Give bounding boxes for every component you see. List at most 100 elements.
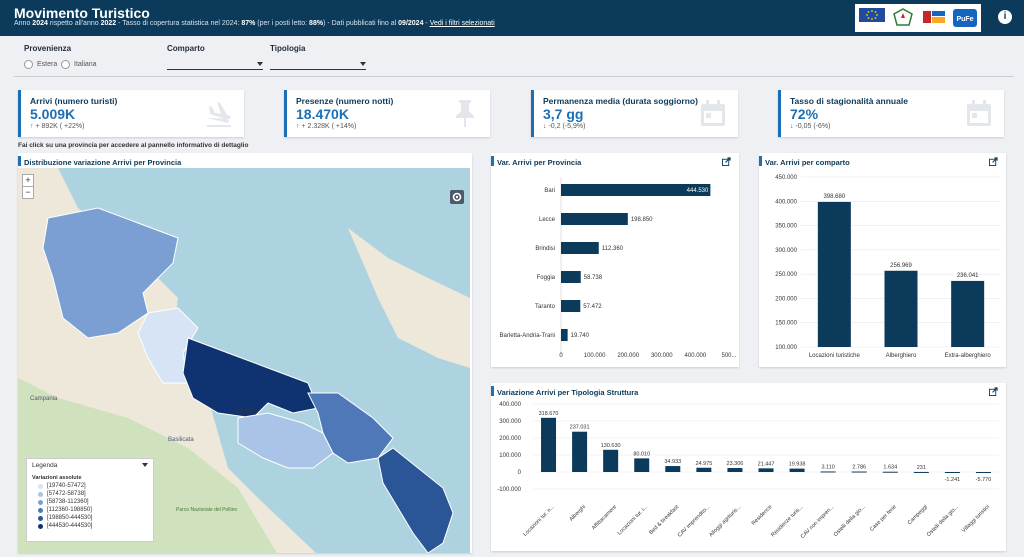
- bar[interactable]: [696, 467, 712, 472]
- chevron-down-icon: [257, 62, 263, 66]
- bar[interactable]: [944, 472, 960, 473]
- info-icon[interactable]: i: [998, 10, 1012, 24]
- data-label: 24.975: [695, 461, 712, 467]
- legend-subtitle: Variazioni assolute: [32, 475, 82, 481]
- x-tick-label: Alloggi agrituris...: [708, 504, 742, 538]
- data-label: 231: [917, 465, 926, 471]
- radio-estera[interactable]: Estera: [24, 60, 57, 69]
- legend-label: [444530-444530]: [47, 523, 93, 529]
- chevron-down-icon: [360, 62, 366, 66]
- province-lecce: [377, 447, 454, 553]
- chevron-down-icon[interactable]: [142, 463, 148, 467]
- bar[interactable]: [561, 213, 628, 225]
- legend-swatch: [38, 523, 43, 529]
- legend-label: [198850-444530]: [47, 515, 93, 521]
- bar[interactable]: [541, 417, 557, 472]
- y-tick-label: -100.000: [497, 487, 521, 493]
- bar[interactable]: [882, 471, 898, 473]
- data-label: 444.530: [687, 188, 709, 194]
- eu-logo: [857, 7, 886, 29]
- legend-item: [19740-57472]: [38, 483, 148, 489]
- place-label: Matera: [238, 409, 257, 415]
- bar[interactable]: [789, 468, 805, 472]
- bar[interactable]: [561, 271, 581, 283]
- y-tick-label: 250.000: [775, 272, 797, 278]
- province-map[interactable]: Matera Basilicata Campania Parco Naziona…: [18, 168, 470, 553]
- y-tick-label: 150.000: [775, 321, 797, 327]
- share-icon[interactable]: [989, 387, 998, 396]
- filters-link[interactable]: Vedi i filtri selezionati: [429, 20, 495, 27]
- y-tick-label: 100.000: [775, 345, 797, 351]
- bar[interactable]: [561, 300, 581, 312]
- data-label: 198.850: [631, 217, 653, 223]
- kpi-card-stagionalita[interactable]: Tasso di stagionalità annuale 72% ↓ -0,0…: [778, 90, 1004, 137]
- y-tick-label: 300.000: [775, 248, 797, 254]
- puglia-fesr-logo: PuFe: [950, 7, 979, 29]
- y-tick-label: 200.000: [499, 436, 521, 442]
- bar[interactable]: [817, 201, 851, 347]
- x-tick-label: 0: [559, 353, 563, 359]
- y-tick-label: Barletta-Andria-Trani: [500, 333, 555, 339]
- gear-icon[interactable]: [450, 190, 464, 204]
- divider: [14, 76, 1014, 77]
- x-tick-label: Villaggi turistici: [961, 504, 991, 534]
- comparto-chart-panel: Var. Arrivi per comparto 450.000 400.000 3…: [759, 153, 1006, 367]
- data-label: 80.010: [633, 451, 650, 457]
- puglia-region-logo: [919, 7, 948, 29]
- legend-label: [58738-112360]: [47, 499, 89, 505]
- place-label: Basilicata: [168, 437, 194, 443]
- x-tick-label: 200.000: [617, 353, 639, 359]
- plane-landing-icon: [207, 102, 231, 127]
- bar[interactable]: [603, 449, 619, 472]
- kpi-card-permanenza[interactable]: Permanenza media (durata soggiorno) 3,7 …: [531, 90, 738, 137]
- map-panel-title: Distribuzione variazione Arrivi per Prov…: [24, 158, 182, 167]
- bar[interactable]: [851, 471, 867, 473]
- share-icon[interactable]: [722, 157, 731, 166]
- bar[interactable]: [820, 471, 836, 473]
- share-icon[interactable]: [989, 157, 998, 166]
- x-tick-label: Locazioni tur. i...: [617, 504, 650, 537]
- bar[interactable]: [665, 466, 681, 472]
- bar[interactable]: [975, 472, 991, 473]
- bar[interactable]: [561, 184, 711, 196]
- legend-swatch: [38, 507, 43, 513]
- zoom-in-button[interactable]: +: [23, 175, 33, 187]
- legend-label: [19740-57472]: [47, 483, 86, 489]
- bar[interactable]: [884, 270, 918, 347]
- legend-title: Legenda: [32, 462, 58, 469]
- comparto-select[interactable]: [167, 58, 263, 70]
- bar[interactable]: [572, 431, 588, 472]
- tipologia-select[interactable]: [270, 58, 366, 70]
- y-tick-label: 400.000: [499, 402, 521, 408]
- x-tick-label: Campeggi: [907, 504, 929, 526]
- data-label: 2.786: [852, 465, 866, 471]
- calendar-icon: [701, 100, 725, 126]
- kpi-card-presenze[interactable]: Presenze (numero notti) 18.470K ↑ + 2.32…: [284, 90, 490, 137]
- data-label: 1.634: [883, 465, 897, 471]
- bar[interactable]: [758, 468, 774, 472]
- bar[interactable]: [561, 242, 599, 254]
- bar[interactable]: [727, 468, 743, 472]
- zoom-out-button[interactable]: −: [25, 187, 31, 197]
- legend-swatch: [38, 499, 43, 505]
- x-tick-label: 500...: [721, 353, 736, 359]
- x-tick-label: Ostelli della gio...: [926, 504, 960, 538]
- data-label: 21.447: [758, 461, 775, 467]
- y-tick-label: Brindisi: [535, 246, 555, 252]
- y-tick-label: 0: [518, 470, 522, 476]
- x-tick-label: Affittacamere: [591, 504, 618, 531]
- radio-italiana[interactable]: Italiana: [61, 60, 97, 69]
- bar[interactable]: [634, 458, 650, 472]
- bar[interactable]: [951, 280, 985, 347]
- bar[interactable]: [561, 329, 568, 341]
- tipologia-chart-panel: Variazione Arrivi per Tipologia Struttur…: [491, 383, 1006, 551]
- bar[interactable]: [913, 471, 929, 473]
- province-chart-panel: Var. Arrivi per Provincia Bari 444.530 Lec…: [491, 153, 739, 367]
- kpi-card-arrivi[interactable]: Arrivi (numero turisti) 5.009K ↑ + 892K …: [18, 90, 244, 137]
- comparto-chart-title: Var. Arrivi per comparto: [765, 158, 850, 167]
- place-label: Parco Nazionale del Pollino: [176, 507, 237, 513]
- legend-item: [58738-112360]: [38, 499, 148, 505]
- data-label: -1.241: [945, 477, 961, 483]
- data-label: 256.969: [890, 263, 912, 269]
- calendar-icon: [967, 100, 991, 126]
